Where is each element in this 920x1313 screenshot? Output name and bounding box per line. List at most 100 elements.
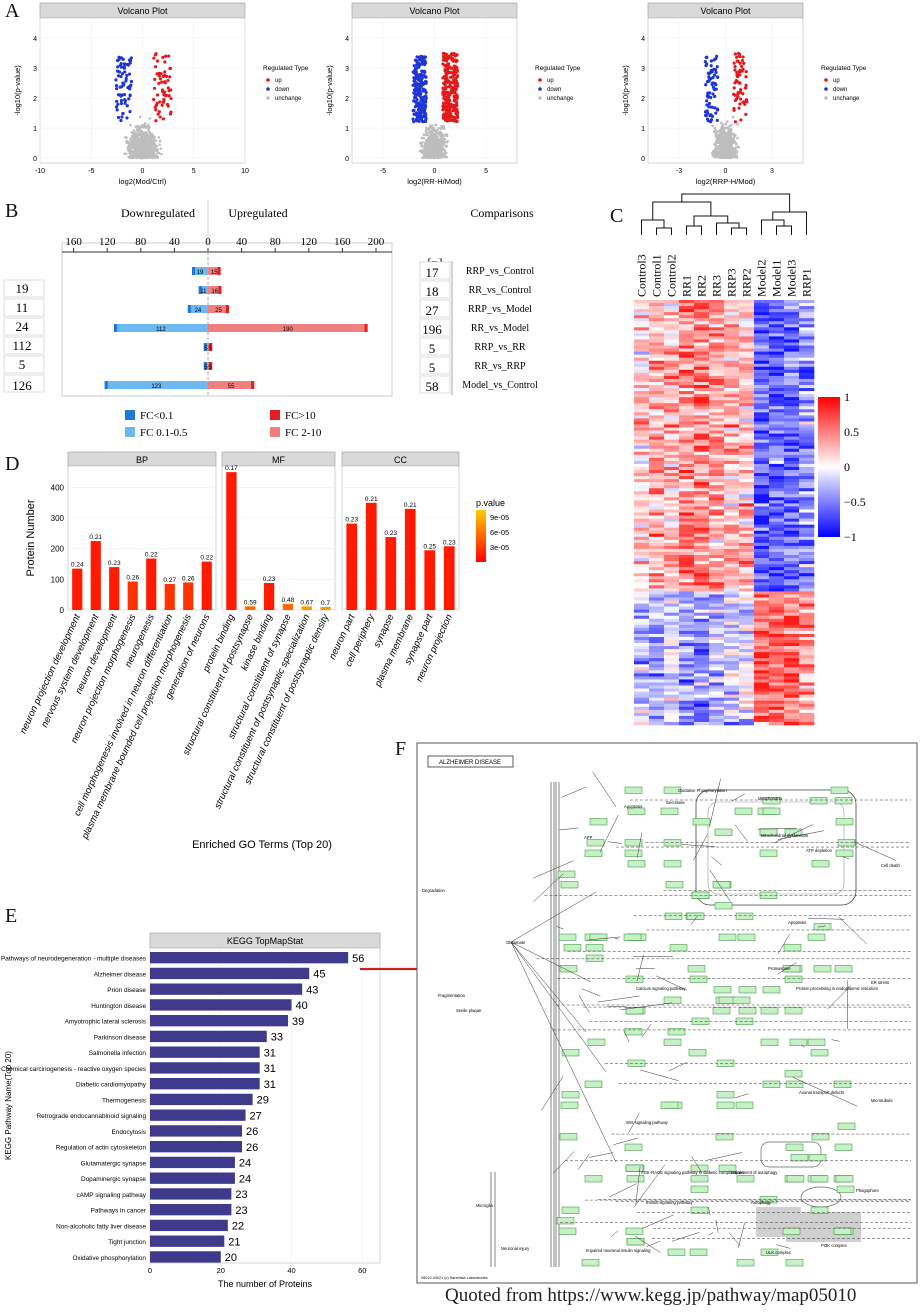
scale-tick: 0 (844, 460, 850, 474)
gene-box (560, 1101, 579, 1109)
heatmap-cell (769, 509, 785, 513)
point-up (163, 90, 167, 94)
heatmap-cell (754, 433, 770, 437)
heatmap-cell (634, 627, 650, 632)
point-unchange (430, 124, 434, 127)
heatmap-cell (724, 385, 740, 389)
point-up (732, 108, 736, 112)
point-unchange (427, 139, 431, 143)
heatmap-cell (634, 643, 650, 647)
connector-line (831, 1039, 840, 1042)
kegg-pathway-name: Pathways of neurodegeneration - multiple… (1, 956, 146, 963)
heatmap-cell (709, 306, 725, 310)
gene-box (589, 818, 608, 826)
heatmap-cell (649, 470, 665, 474)
heatmap-cell (754, 591, 770, 595)
point-unchange (136, 136, 140, 140)
bar-down (192, 267, 208, 275)
heatmap-cell (754, 506, 770, 510)
point-up (166, 86, 170, 90)
point-down (120, 72, 125, 76)
point-unchange (129, 155, 132, 158)
heatmap-column-label: RR3 (710, 275, 724, 297)
heatmap-cell (799, 397, 815, 401)
heatmap-cell (799, 682, 815, 686)
heatmap-cell (694, 306, 710, 310)
heatmap-cell (724, 688, 740, 692)
bar-up-label: 190 (283, 327, 294, 333)
heatmap-cell (664, 482, 680, 486)
point-unchange (431, 133, 434, 137)
point-unchange (724, 137, 727, 141)
heatmap-cell (784, 503, 800, 507)
bar-down (187, 305, 208, 313)
heatmap-cell (769, 406, 785, 410)
gene-box (736, 1259, 755, 1267)
point-unchange (157, 136, 161, 139)
heatmap-cell (709, 333, 725, 337)
heatmap-column-label: Model2 (755, 260, 769, 297)
heatmap-cell (754, 448, 770, 453)
y-tick-label: 3 (33, 66, 37, 73)
heatmap-cell (769, 703, 785, 708)
point-up (161, 55, 165, 59)
heatmap-cell (724, 303, 740, 307)
heatmap-cell (709, 582, 725, 586)
point-up (455, 66, 459, 70)
heatmap-cell (754, 573, 770, 577)
point-down (116, 65, 120, 69)
heatmap-cell (739, 712, 755, 717)
point-unchange (144, 145, 147, 148)
heatmap-cell (754, 579, 770, 583)
point-unchange (147, 123, 150, 127)
heatmap-cell (679, 488, 695, 492)
heatmap-cell (634, 463, 650, 468)
point-down (420, 76, 424, 80)
heatmap-cell (664, 640, 680, 644)
heatmap-cell (739, 312, 755, 316)
point-unchange (720, 152, 724, 156)
heatmap-cell (769, 488, 785, 492)
heatmap-cell (784, 636, 800, 641)
point-unchange (713, 150, 717, 154)
point-up (162, 99, 166, 103)
heatmap-cell (664, 636, 680, 641)
point-down (119, 61, 123, 66)
heatmap-column-label: RR2 (695, 275, 709, 297)
heatmap-cell (724, 321, 740, 325)
point-unchange (145, 135, 149, 139)
heatmap-cell (709, 664, 725, 668)
heatmap-cell (739, 445, 755, 450)
kegg-bar-value: 23 (235, 1189, 247, 1201)
heatmap-cell (709, 339, 725, 343)
left-n: 126 (12, 378, 32, 393)
heatmap-cell (634, 567, 650, 571)
heatmap-cell (754, 706, 770, 711)
point-up (744, 86, 748, 90)
heatmap-cell (649, 649, 665, 653)
point-down (413, 95, 417, 100)
kegg-bar-value: 22 (232, 1221, 244, 1233)
kegg-pathway-name: Diabetic cardiomyopathy (76, 1082, 147, 1089)
heatmap-cell (634, 579, 650, 583)
heatmap-cell (679, 618, 695, 623)
heatmap-cell (634, 603, 650, 607)
heatmap-cell (784, 630, 800, 635)
heatmap-cell (679, 409, 695, 413)
heatmap-cell (784, 397, 800, 401)
heatmap-cell (679, 597, 695, 601)
heatmap-cell (724, 448, 740, 453)
heatmap-cell (724, 381, 740, 386)
dendro-link (761, 219, 785, 235)
bar-up-strong (226, 305, 229, 313)
heatmap-cell (694, 451, 710, 456)
gene-box (811, 1133, 830, 1141)
point-unchange (733, 155, 737, 159)
heatmap-cell (724, 679, 740, 683)
heatmap-cell (709, 627, 725, 632)
connector-line (623, 1030, 630, 1042)
heatmap-cell (709, 385, 725, 389)
gene-box (714, 828, 733, 836)
heatmap-cell (679, 688, 695, 692)
